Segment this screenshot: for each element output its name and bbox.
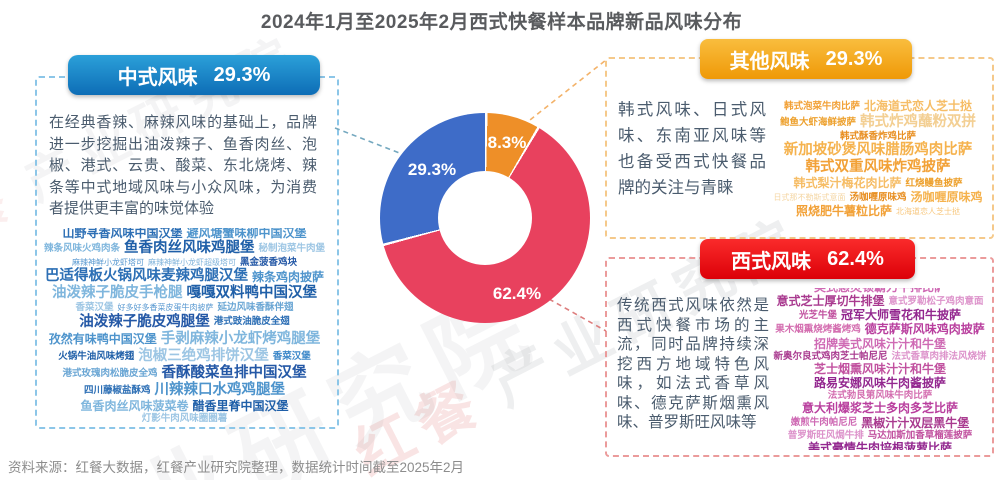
western-flavor-label: 西式风味 (731, 250, 812, 273)
cloud-word: 秘制泡菜牛肉堡 (258, 242, 326, 254)
cloud-word: 川辣辣口水鸡鸡腿堡 (154, 381, 286, 398)
cloud-word: 韩式酥香炸鸡比萨 (839, 130, 916, 142)
cloud-word: 韩式梨汁梅花肉比萨 (793, 176, 902, 191)
cloud-word: 北海道式恋人芝士挞 (864, 99, 973, 114)
western-flavor-header: 西式风味 62.4% (700, 239, 915, 279)
chinese-flavor-desc: 在经典香辣、麻辣风味的基础上，品牌进一步挖掘出油泼辣子、鱼香肉丝、泡椒、港式、云… (49, 114, 317, 217)
other-flavor-pct: 29.3% (825, 47, 883, 70)
cloud-word: 麻辣神鲜小龙虾塔可 (71, 257, 144, 267)
cloud-word: 意大利爆浆芝士多肉多芝比萨 (801, 401, 958, 416)
other-flavor-desc: 韩式风味、日式风味、东南亚风味等也备受西式快餐品牌的关注与青睐 (618, 101, 766, 197)
cloud-word: 新加坡砂煲风味腊肠鸡肉比萨 (783, 141, 973, 158)
data-source-note: 资料来源：红餐大数据，红餐产业研究院整理，数据统计时间截至2025年2月 (8, 460, 465, 475)
chinese-flavor-label: 中式风味 (117, 66, 198, 89)
western-flavor-pct: 62.4% (827, 247, 884, 270)
cloud-word: 港式玫瑰肉松脆皮全鸡 (62, 367, 158, 379)
cloud-word: 光芝牛堡 (798, 309, 837, 321)
cloud-word: 麻辣神鲜小龙虾超级塔可 (147, 257, 236, 267)
other-flavor-label: 其他风味 (729, 50, 810, 73)
cloud-word: 孜然有味鸭中国汉堡 (48, 332, 157, 347)
cloud-word: 韩式双重风味炸鸡披萨 (805, 159, 951, 175)
cloud-word: 芝士烟熏风味汁汁和牛堡 (813, 361, 946, 376)
cloud-word: 新奥尔良式鸡肉芝士帕尼尼 (773, 350, 888, 362)
cloud-word: 普罗斯旺风焗牛排 (787, 429, 864, 441)
cloud-word: 延边风味香酥伴翅 (217, 302, 294, 314)
cloud-word: 法式勃艮第风味牛肉比萨 (827, 390, 933, 402)
cloud-word: 韩式泡菜牛肉比萨 (783, 100, 860, 112)
cloud-word: 嫩煎牛肉帕尼尼 (790, 417, 858, 429)
donut-hole (438, 171, 532, 265)
cloud-word: 法式香草肉排法风烧饼 (891, 350, 987, 362)
cloud-word: 招牌美式风味汁汁和牛堡 (813, 336, 946, 351)
cloud-word: 四川藤椒盐酥鸡 (83, 384, 151, 396)
cloud-word: 路易安娜风味牛肉酱披萨 (813, 376, 946, 391)
western-flavor-desc: 传统西式风味依然是西式快餐市场的主流，同时品牌持续深挖西方地域特色风味，如法式香… (617, 297, 769, 431)
cloud-word: 灯影牛肉风味圈圈薯 (141, 413, 228, 422)
cloud-word: 醋香里脊中国汉堡 (192, 399, 289, 414)
cloud-word: 汤咖喱原味鸡 (849, 191, 907, 203)
cloud-word: 好多好多香菜皮蛋牛肉披萨 (117, 303, 214, 313)
cloud-word: 辣条风味火鸡肉条 (43, 242, 120, 254)
chinese-flavor-pct: 29.3% (213, 63, 271, 86)
cloud-word: 红烧鳗鱼披萨 (905, 177, 963, 189)
cloud-word: 香酥酸菜鱼排中国汉堡 (161, 364, 307, 381)
cloud-word: 手剥麻辣小龙虾烤鸡腿堡 (160, 330, 321, 347)
other-flavor-wordcloud: 韩式泡菜牛肉比萨 北海道式恋人芝士挞 鲍鱼大虾海鲜披萨 韩式炸鸡蘸粉双拼 韩式酥香炸鸡比… (770, 86, 986, 232)
cloud-word: 意式罗勒松子鸡肉意面 (888, 295, 984, 307)
cloud-word: 照烧肥牛薯粒比萨 (795, 204, 892, 219)
cloud-word: 港式豉油脆皮全翅 (213, 316, 290, 328)
cloud-word: 果木烟熏烧烤酱烤鸡 (775, 323, 861, 335)
cloud-word: 山野寻香风味中国汉堡 (62, 228, 183, 240)
donut-label-chinese: 29.3% (407, 160, 457, 179)
cloud-word: 巴适得板火锅风味麦辣鸡腿汉堡 (44, 268, 248, 285)
cloud-word: 鲍鱼大虾海鲜披萨 (779, 116, 856, 128)
cloud-word: 北海道恋人芝士挞 (896, 206, 960, 216)
other-flavor-header: 其他风味 29.3% (700, 39, 912, 79)
cloud-word: 美式惠灵顿霸力牛排比萨 (814, 288, 946, 294)
cloud-word: 油泼辣子脆皮鸡腿堡 (79, 313, 210, 330)
cloud-word: 德克萨斯风味鸡肉披萨 (864, 322, 985, 337)
cloud-word: 鱼香肉丝风味菠菜卷 (80, 399, 189, 414)
cloud-word: 韩式炸鸡蘸粉双拼 (860, 113, 976, 130)
donut-label-western: 62.4% (492, 284, 542, 303)
cloud-word: 黑椒汁汁双层黑牛堡 (861, 415, 970, 430)
cloud-word: 油泼辣子脆皮手枪腿 (52, 285, 183, 302)
cloud-word: 香菜汉堡 (272, 350, 311, 362)
cloud-word: 鱼香肉丝风味鸡腿堡 (124, 239, 255, 256)
western-flavor-wordcloud: 黑松露风味奶油鸡肉意面美式惠灵顿霸力牛排比萨意式芝士厚切牛排堡意式罗勒松子鸡肉意… (773, 288, 987, 450)
cloud-word: 黑金菠香鸡块 (239, 256, 297, 268)
cloud-word: 避风塘蟹味柳中国汉堡 (186, 228, 307, 240)
chinese-flavor-header: 中式风味 29.3% (68, 55, 320, 95)
cloud-word: 泡椒三绝鸡排饼汉堡 (138, 347, 269, 364)
cloud-word: 冠军大师雪花和牛披萨 (841, 308, 962, 323)
cloud-word: 汤咖喱原味鸡 (910, 190, 983, 205)
cloud-word: 辣条鸡肉披萨 (251, 269, 324, 284)
cloud-word: 火锅牛油风味烤翅 (58, 350, 135, 362)
cloud-word: 意式芝士厚切牛排堡 (776, 294, 885, 309)
cloud-word: 嘎嘎双料鸭中国汉堡 (186, 285, 318, 302)
donut-chart: 8.3% 62.4% 29.3% (380, 113, 590, 323)
cloud-word: 美式豪情牛肉培根菠萝比萨 (807, 440, 952, 450)
donut-label-other: 8.3% (487, 133, 527, 152)
cloud-word: 日式那不勒斯式意面 (773, 192, 846, 202)
chinese-flavor-wordcloud: 山野寻香风味中国汉堡 避风塘蟹味柳中国汉堡辣条风味火鸡肉条 鱼香肉丝风味鸡腿堡 秘制泡… (38, 228, 331, 422)
page-title: 2024年1月至2025年2月西式快餐样本品牌新品风味分布 (260, 12, 743, 33)
cloud-word: 香菜汉堡 (75, 302, 114, 314)
cloud-word: 马达加斯加香草榴莲披萨 (867, 429, 973, 441)
